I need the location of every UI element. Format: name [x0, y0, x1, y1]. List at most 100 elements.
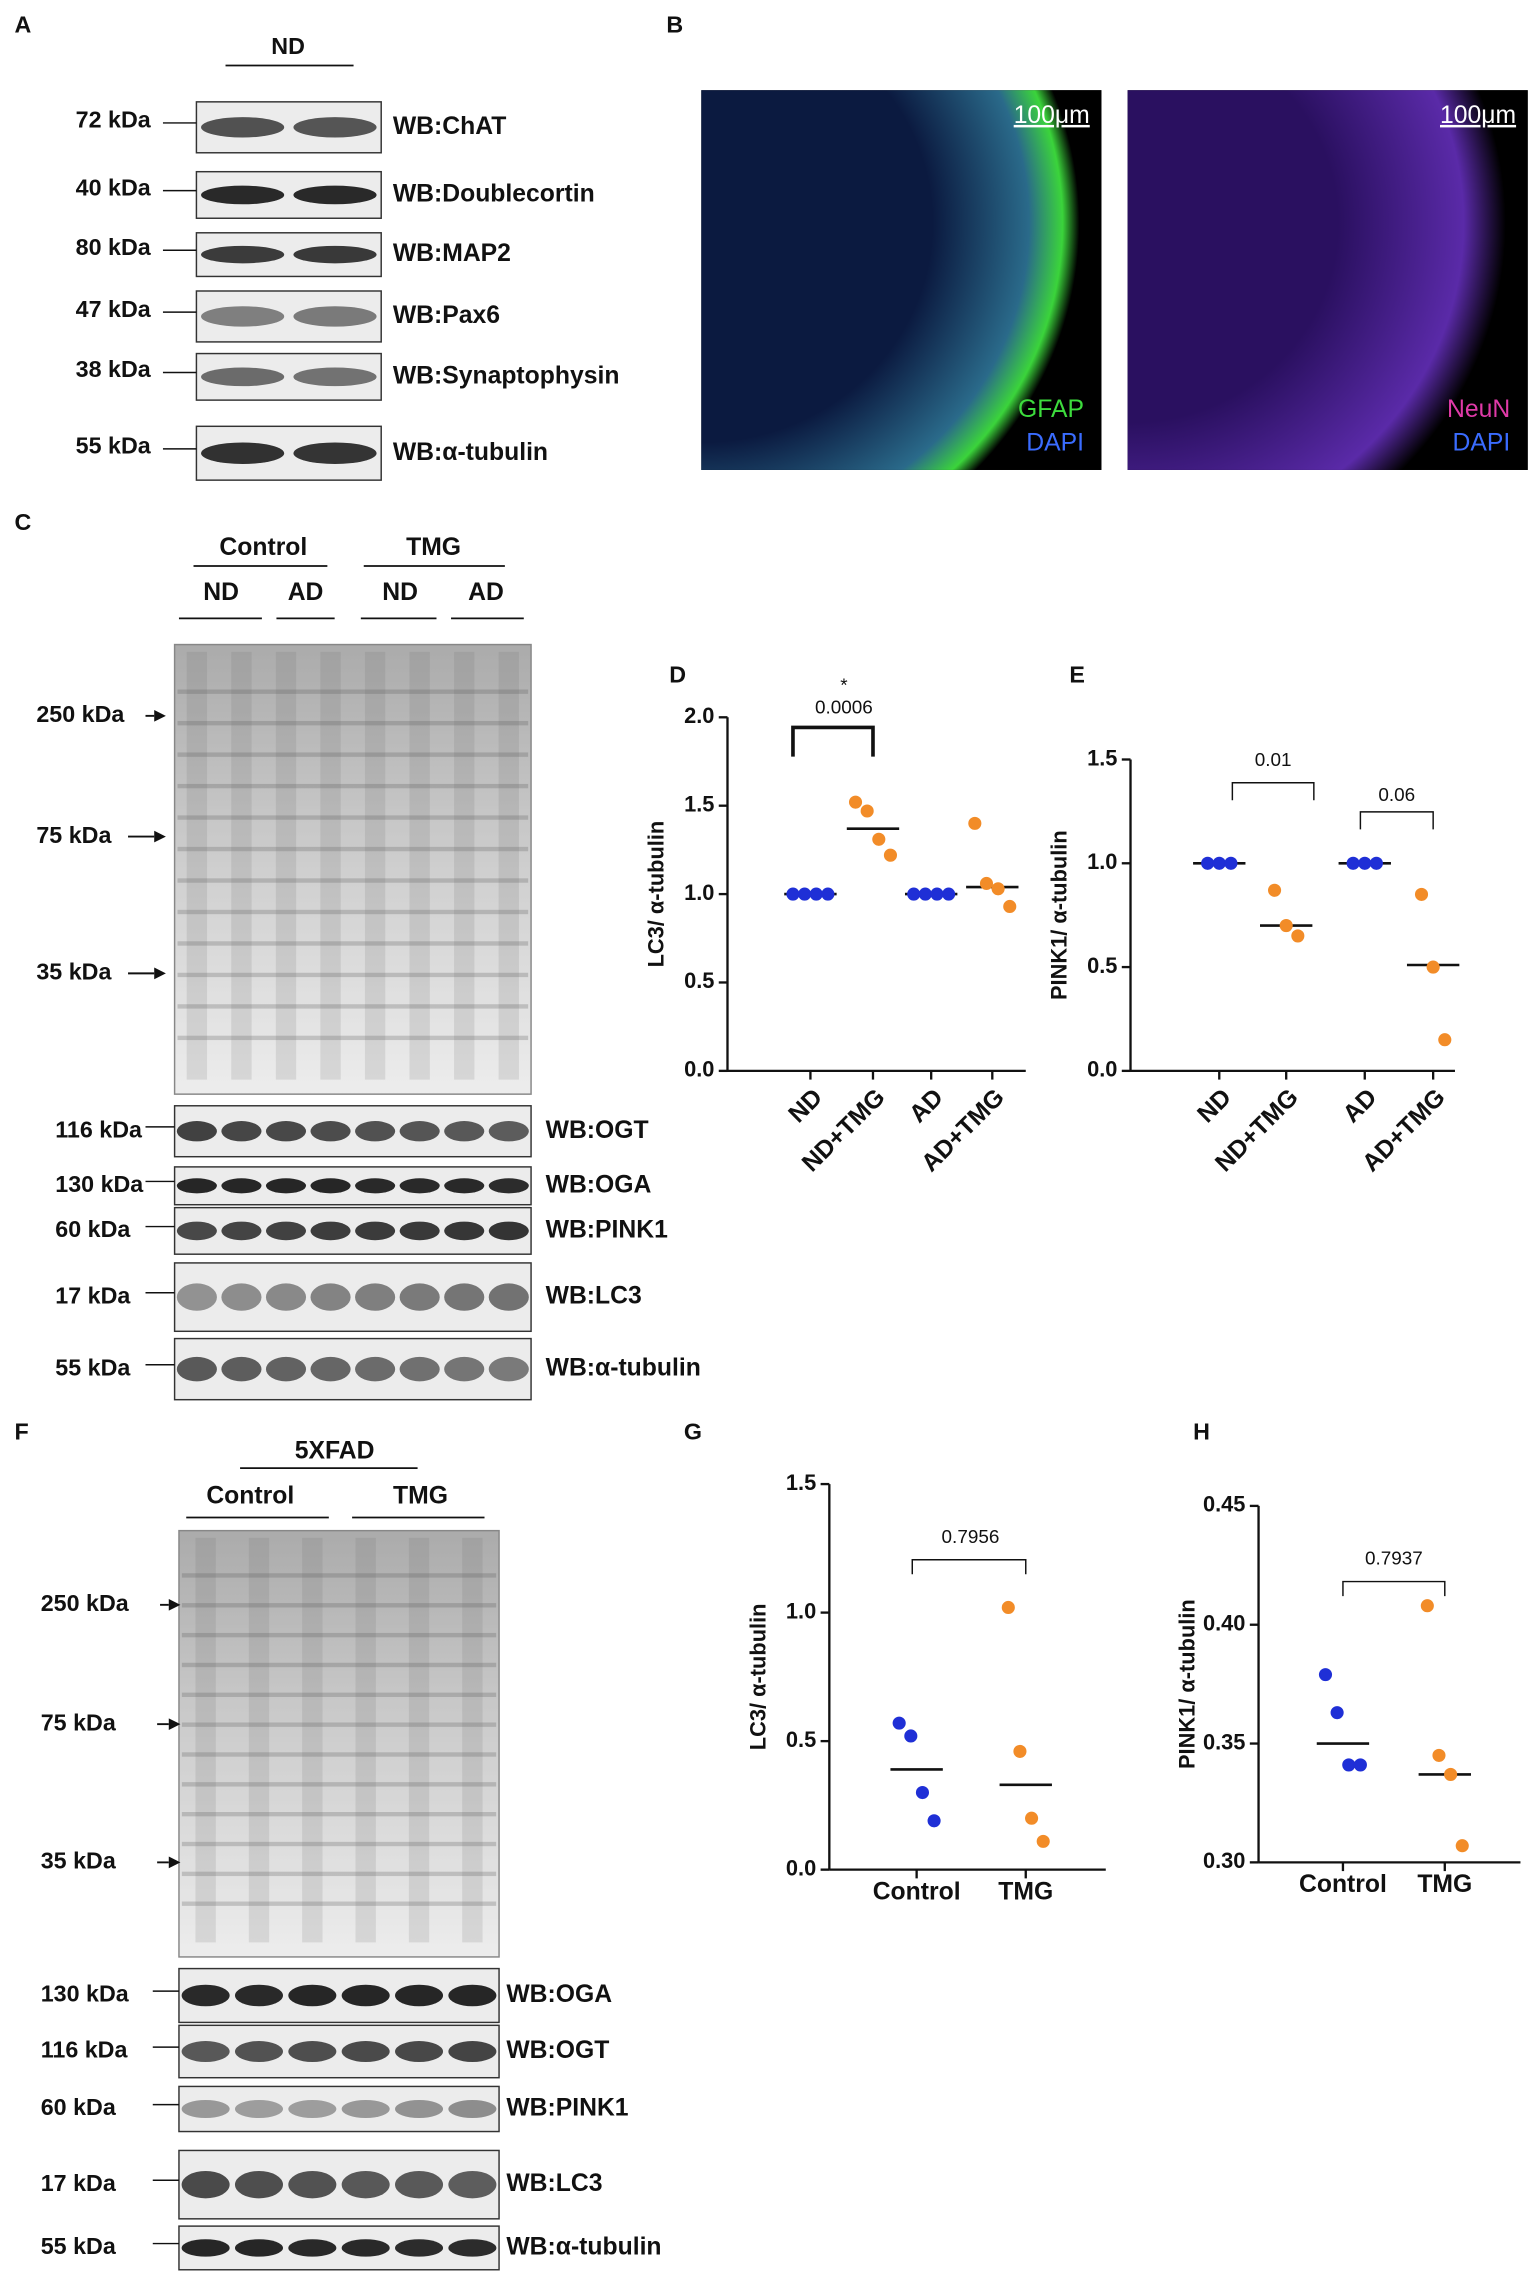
blot-label: WB:α-tubulin — [546, 1355, 701, 1382]
significance-bracket — [1359, 811, 1434, 830]
blot-band — [221, 1356, 262, 1382]
y-tick-label: 0.45 — [1203, 1492, 1245, 1517]
blot-band — [181, 2239, 230, 2257]
data-point — [1279, 919, 1293, 933]
blot-band — [310, 1121, 351, 1142]
blot-band — [176, 1356, 217, 1382]
data-point — [1342, 1758, 1356, 1772]
blot-band — [234, 1984, 283, 2007]
data-point — [809, 887, 823, 901]
data-point — [860, 804, 874, 818]
kda-label: 116 kDa — [41, 2037, 129, 2063]
data-point — [1025, 1811, 1039, 1825]
blot-band — [448, 2170, 497, 2199]
y-tick-label: 1.5 — [786, 1470, 816, 1495]
kda-label: 130 kDa — [41, 1981, 130, 2007]
marker-label: 35 kDa — [36, 959, 112, 985]
micrograph-signal — [701, 90, 1102, 470]
y-axis-label: LC3/ α-tubulin — [745, 1604, 770, 1751]
x-tick-label: AD — [1338, 1084, 1382, 1128]
arrow-head — [168, 1599, 181, 1611]
blot-band — [293, 117, 377, 138]
group-label: AD — [288, 579, 324, 606]
arrow-head — [154, 830, 166, 843]
panel-letter: B — [666, 11, 683, 37]
significance-bracket — [1231, 782, 1315, 801]
blot-label: WB:Doublecortin — [393, 180, 595, 207]
blot-band — [265, 1178, 307, 1194]
data-point — [927, 1814, 941, 1828]
blot-band — [341, 2041, 390, 2062]
blot-band — [399, 1283, 440, 1311]
group-label: ND — [382, 579, 418, 606]
blot-band — [341, 1984, 390, 2007]
blot-band — [177, 1035, 529, 1041]
arrow-head — [168, 1718, 181, 1730]
data-point — [872, 832, 886, 846]
blot-band — [201, 117, 285, 138]
blot-band — [181, 1841, 497, 1847]
blot-band — [355, 1178, 396, 1194]
data-point — [1036, 1834, 1050, 1848]
blot-band — [181, 1811, 497, 1817]
blot-band — [234, 2170, 283, 2199]
blot-band — [399, 1121, 440, 1142]
blot-band — [181, 1752, 497, 1757]
kda-label: 47 kDa — [76, 296, 152, 322]
y-tick-label: 0.5 — [786, 1727, 816, 1752]
marker-label: 250 kDa — [41, 1590, 130, 1616]
y-tick-label: 0.35 — [1203, 1729, 1245, 1754]
blot-band — [177, 1004, 529, 1009]
data-point — [1212, 856, 1226, 870]
panel-letter: G — [684, 1418, 702, 1444]
blot-band — [176, 1283, 217, 1311]
blot-band — [293, 442, 377, 464]
y-tick-label: 0.40 — [1203, 1610, 1245, 1635]
data-point — [1001, 1600, 1015, 1615]
blot-label: WB:α-tubulin — [506, 2233, 661, 2260]
blot-band — [221, 1121, 262, 1142]
y-tick-label: 0.0 — [1087, 1057, 1117, 1082]
blot-band — [399, 1221, 440, 1241]
data-point — [1318, 1668, 1333, 1682]
blot-band — [234, 2041, 283, 2062]
data-point — [883, 848, 897, 862]
data-point — [942, 887, 956, 901]
y-tick-label: 1.0 — [786, 1598, 816, 1623]
x-tick-label: ND — [1193, 1084, 1237, 1128]
blot-band — [444, 1178, 485, 1194]
y-axis-label: LC3/ α-tubulin — [643, 821, 668, 968]
data-point — [1444, 1767, 1458, 1781]
blot-band — [181, 1901, 497, 1906]
data-point — [1369, 856, 1383, 870]
data-point — [1346, 856, 1360, 870]
blot — [178, 2024, 500, 2079]
y-tick-label: 0.0 — [684, 1057, 714, 1082]
kda-label: 72 kDa — [76, 107, 152, 133]
group-label: AD — [468, 579, 504, 606]
stain-label: GFAP — [1018, 396, 1084, 423]
blot-band — [288, 2239, 337, 2257]
kda-label: 60 kDa — [41, 2094, 117, 2120]
blot-band — [444, 1283, 485, 1311]
x-tick-label: Control — [1299, 1871, 1387, 1898]
annotation: 0.0006 — [815, 698, 873, 719]
blot-band — [201, 367, 285, 387]
blot-band — [177, 941, 529, 946]
blot-band — [181, 1722, 497, 1727]
blot-band — [181, 1692, 497, 1697]
blot-label: WB:Pax6 — [393, 302, 500, 329]
blot-band — [293, 367, 377, 387]
data-point — [786, 887, 800, 901]
scale-bar-label: 100μm — [1440, 102, 1516, 129]
blot-label: WB:OGT — [546, 1117, 649, 1144]
blot-band — [444, 1221, 485, 1241]
blot-band — [201, 185, 285, 205]
blot-band — [395, 2041, 444, 2062]
x-tick-label: ND — [784, 1084, 828, 1128]
blot-band — [181, 2041, 230, 2062]
arrow-head — [154, 710, 166, 722]
model-label: 5XFAD — [295, 1438, 375, 1465]
blot — [178, 1529, 500, 1958]
